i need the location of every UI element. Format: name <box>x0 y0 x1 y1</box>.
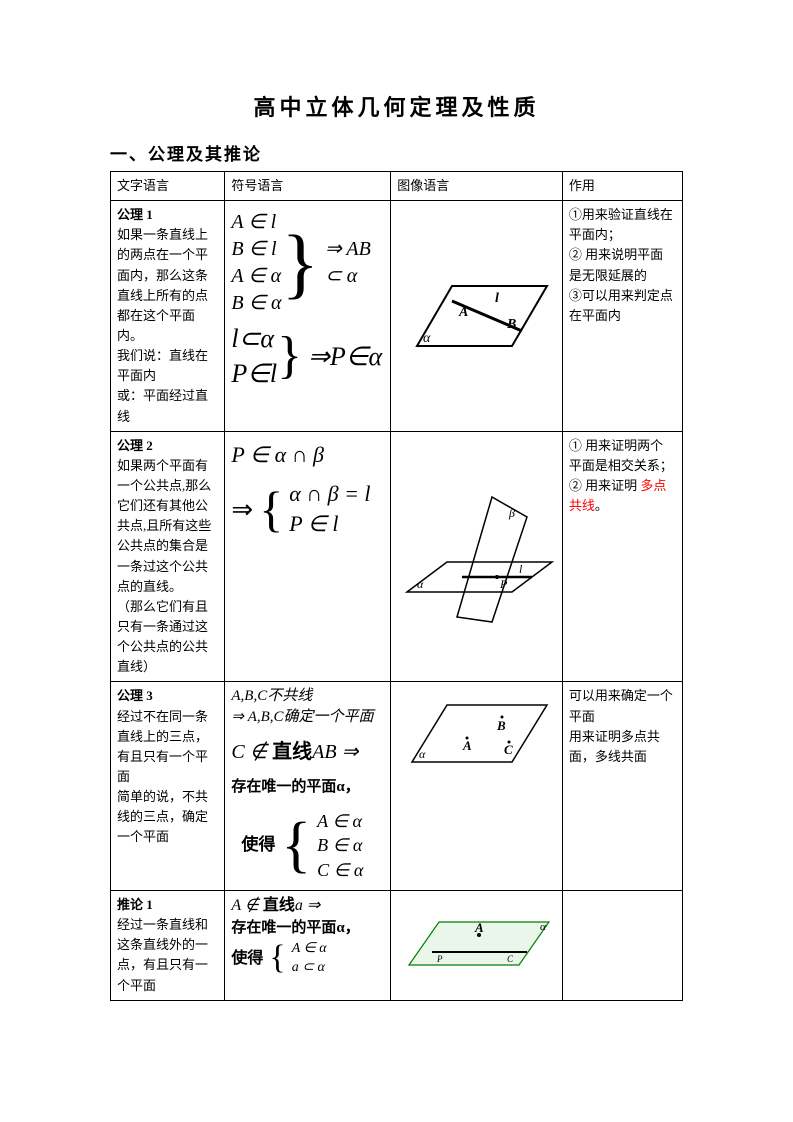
math-post: a ⇒ <box>295 897 320 914</box>
table-row: 推论 1 经过一条直线和这条直线外的一点，有且只有一个平面 A ∉ 直线a ⇒ … <box>111 891 683 1001</box>
axiom2-body: 如果两个平面有一个公共点,那么它们还有其他公共点,且所有这些公共点的集合是一条过… <box>117 458 211 594</box>
axiom2-text: 公理 2 如果两个平面有一个公共点,那么它们还有其他公共点,且所有这些公共点的集… <box>111 431 225 682</box>
math-bold: 使得 <box>241 834 275 857</box>
axiom1-diagram: A B l α <box>391 201 563 432</box>
svg-text:α: α <box>540 921 546 933</box>
math-pre: C ∉ <box>231 741 272 763</box>
svg-text:β: β <box>508 506 515 520</box>
math-line: B ∈ α <box>231 290 281 317</box>
svg-text:B: B <box>506 317 516 332</box>
svg-text:A: A <box>458 305 468 320</box>
axiom2-heading: 公理 2 <box>117 438 153 453</box>
svg-text:C: C <box>504 742 513 757</box>
math-bold: 使得 <box>231 948 263 970</box>
axiom3-body: 经过不在同一条直线上的三点，有且只有一个平面 <box>117 709 208 784</box>
usage-line: ①用来验证直线在平面内； <box>569 207 673 242</box>
math-line: l⊂α <box>231 321 277 356</box>
math-line: P ∈ α ∩ β <box>231 440 384 470</box>
header-text: 文字语言 <box>111 172 225 201</box>
axioms-table: 文字语言 符号语言 图像语言 作用 公理 1 如果一条直线上的两点在一个平面内，… <box>110 171 683 1001</box>
usage-line: ② 用来证明 <box>569 478 641 493</box>
math-bold: 直线 <box>272 741 312 763</box>
math-line: A ∈ α <box>292 940 327 959</box>
axiom2-usage: ① 用来证明两个平面是相交关系； ② 用来证明 多点共线。 <box>562 431 682 682</box>
math-line: A ∈ l <box>231 209 281 236</box>
page: 高中立体几何定理及性质 一、公理及其推论 文字语言 符号语言 图像语言 作用 公… <box>0 0 793 1122</box>
usage-line: 可以用来确定一个平面 <box>569 688 673 723</box>
axiom1-extra2: 或：平面经过直线 <box>117 388 208 423</box>
usage-suffix: 。 <box>595 498 608 513</box>
document-title: 高中立体几何定理及性质 <box>110 90 683 122</box>
svg-text:A: A <box>474 920 484 935</box>
svg-text:α: α <box>423 331 431 346</box>
math-line: P∈l <box>231 356 277 391</box>
math-line: A ∈ α <box>317 809 363 833</box>
axiom3-usage: 可以用来确定一个平面 用来证明多点共面，多线共面 <box>562 682 682 891</box>
math-bold: 直线 <box>263 897 295 914</box>
axiom2-diagram: P l α β <box>391 431 563 682</box>
axiom3-extra1: 简单的说，不共线的三点，确定一个平面 <box>117 789 208 844</box>
svg-text:l: l <box>495 291 499 306</box>
table-row: 公理 1 如果一条直线上的两点在一个平面内，那么这条直线上所有的点都在这个平面内… <box>111 201 683 432</box>
math-line: α ∩ β = l <box>289 479 370 509</box>
corollary1-body: 经过一条直线和这条直线外的一点，有且只有一个平面 <box>117 917 208 992</box>
usage-line: ① 用来证明两个平面是相交关系； <box>569 438 673 473</box>
usage-line: ② 用来说明平面是无限延展的 <box>569 247 663 282</box>
svg-text:P: P <box>499 577 508 591</box>
table-row: 公理 2 如果两个平面有一个公共点,那么它们还有其他公共点,且所有这些公共点的集… <box>111 431 683 682</box>
math-implies: ⇒P∈α <box>308 339 382 374</box>
svg-text:B: B <box>496 718 506 733</box>
corollary1-usage <box>562 891 682 1001</box>
corollary1-heading: 推论 1 <box>117 897 153 912</box>
math-line: a ⊂ α <box>292 959 327 978</box>
svg-text:C: C <box>507 954 514 964</box>
header-image: 图像语言 <box>391 172 563 201</box>
axiom1-text: 公理 1 如果一条直线上的两点在一个平面内，那么这条直线上所有的点都在这个平面内… <box>111 201 225 432</box>
corollary1-symbol: A ∉ 直线a ⇒ 存在唯一的平面α， 使得 { A ∈ α a ⊂ α <box>225 891 391 1001</box>
math-line: 存在唯一的平面α， <box>231 917 384 940</box>
axiom1-usage: ①用来验证直线在平面内； ② 用来说明平面是无限延展的 ③可以用来判定点在平面内 <box>562 201 682 432</box>
math-line: P ∈ l <box>289 509 370 539</box>
header-symbol: 符号语言 <box>225 172 391 201</box>
table-header-row: 文字语言 符号语言 图像语言 作用 <box>111 172 683 201</box>
svg-text:l: l <box>519 562 523 576</box>
axiom3-symbol: A,B,C不共线 ⇒ A,B,C确定一个平面 C ∉ 直线AB ⇒ 存在唯一的平… <box>225 682 391 891</box>
axiom3-text: 公理 3 经过不在同一条直线上的三点，有且只有一个平面 简单的说，不共线的三点，… <box>111 682 225 891</box>
header-usage: 作用 <box>562 172 682 201</box>
math-prefix: ⇒ <box>231 492 253 527</box>
section-heading: 一、公理及其推论 <box>110 140 683 165</box>
math-line: B ∈ α <box>317 833 363 857</box>
math-line: C ∈ α <box>317 858 363 882</box>
math-implies: ⇒ AB ⊂ α <box>325 236 384 290</box>
axiom1-heading: 公理 1 <box>117 207 153 222</box>
table-row: 公理 3 经过不在同一条直线上的三点，有且只有一个平面 简单的说，不共线的三点，… <box>111 682 683 891</box>
svg-text:α: α <box>417 577 424 591</box>
axiom3-heading: 公理 3 <box>117 688 153 703</box>
svg-text:P: P <box>436 954 443 964</box>
axiom3-diagram: A B C α <box>391 682 563 891</box>
math-post: AB ⇒ <box>312 741 358 763</box>
axiom2-extra1: （那么它们有且只有一条通过这个公共点的公共直线） <box>117 599 208 674</box>
math-pre: A ∉ <box>231 897 262 914</box>
axiom2-symbol: P ∈ α ∩ β ⇒ { α ∩ β = l P ∈ l <box>225 431 391 682</box>
svg-text:A: A <box>462 738 472 753</box>
axiom1-extra1: 我们说：直线在平面内 <box>117 348 208 383</box>
corollary1-diagram: A P C α <box>391 891 563 1001</box>
usage-line: ③可以用来判定点在平面内 <box>569 288 673 323</box>
axiom1-symbol: A ∈ l B ∈ l A ∈ α B ∈ α } ⇒ AB ⊂ α <box>225 201 391 432</box>
usage-line: 用来证明多点共面，多线共面 <box>569 729 660 764</box>
corollary1-text: 推论 1 经过一条直线和这条直线外的一点，有且只有一个平面 <box>111 891 225 1001</box>
math-line: B ∈ l <box>231 236 281 263</box>
axiom1-body: 如果一条直线上的两点在一个平面内，那么这条直线上所有的点都在这个平面内。 <box>117 227 208 343</box>
math-line: A,B,C不共线 <box>231 688 312 704</box>
svg-text:α: α <box>419 747 426 761</box>
math-line: 存在唯一的平面α， <box>231 776 384 799</box>
math-line: ⇒ A,B,C确定一个平面 <box>231 709 373 725</box>
math-line: A ∈ α <box>231 263 281 290</box>
